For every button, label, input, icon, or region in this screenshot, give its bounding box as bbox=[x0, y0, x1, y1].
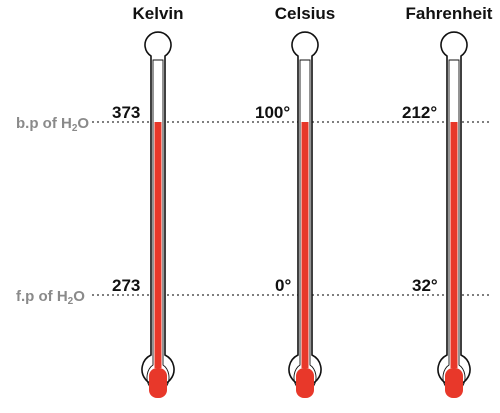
scale-title-kelvin: Kelvin bbox=[132, 4, 183, 23]
thermometer-kelvin bbox=[141, 31, 175, 398]
thermometer-fahrenheit bbox=[437, 31, 471, 398]
mercury-bulb bbox=[296, 368, 314, 398]
scale-title-fahrenheit: Fahrenheit bbox=[406, 4, 493, 23]
mercury-bulb bbox=[149, 368, 167, 398]
mercury-column bbox=[450, 122, 458, 368]
boiling-point-label: b.p of H2O bbox=[16, 115, 89, 134]
thermometer-celsius bbox=[288, 31, 322, 398]
mercury-bulb bbox=[445, 368, 463, 398]
mercury-column bbox=[301, 122, 309, 368]
scale-title-celsius: Celsius bbox=[275, 4, 335, 23]
fahrenheit-boiling-value: 212° bbox=[402, 103, 437, 122]
kelvin-boiling-value: 373 bbox=[112, 103, 140, 122]
celsius-freezing-value: 0° bbox=[275, 276, 291, 295]
fahrenheit-freezing-value: 32° bbox=[412, 276, 438, 295]
freezing-point-label: f.p of H2O bbox=[16, 288, 85, 307]
mercury-column bbox=[154, 122, 162, 368]
kelvin-freezing-value: 273 bbox=[112, 276, 140, 295]
celsius-boiling-value: 100° bbox=[255, 103, 290, 122]
